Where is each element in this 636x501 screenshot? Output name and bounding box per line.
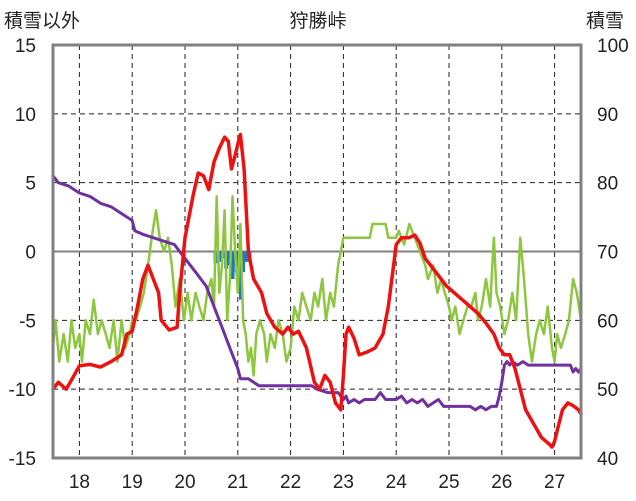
- y-right-tick-label: 90: [597, 105, 618, 126]
- x-tick-label: 22: [280, 472, 301, 493]
- x-tick-label: 24: [386, 472, 408, 493]
- y-right-tick-label: 40: [597, 449, 618, 470]
- precipitation-bar: [222, 251, 227, 259]
- x-tick-label: 19: [122, 472, 143, 493]
- x-tick-label: 27: [544, 472, 565, 493]
- y-left-tick-label: -5: [19, 311, 36, 332]
- tick-labels: 18 19 20 21 22 23 24 25 26 27151050-5-10-15100908…: [9, 36, 629, 493]
- plot-frame: [51, 43, 583, 460]
- x-tick-label: 25: [438, 472, 459, 493]
- y-left-tick-label: 15: [15, 36, 36, 57]
- chart-title: 狩勝峠: [289, 10, 346, 32]
- x-tick-label: 21: [227, 472, 248, 493]
- y-left-tick-label: -10: [9, 380, 36, 401]
- snow_depth-line: [51, 174, 583, 412]
- precipitation-bar: [218, 251, 223, 262]
- y-left-tick-label: 0: [25, 243, 36, 264]
- y-left-tick-label: 10: [15, 105, 36, 126]
- y-right-tick-label: 100: [597, 36, 629, 57]
- x-tick-label: 18: [69, 472, 90, 493]
- precipitation-bar: [243, 251, 248, 262]
- precipitation-bar: [230, 251, 235, 280]
- precipitation-bar: [241, 251, 246, 273]
- x-tick-label: 23: [333, 472, 354, 493]
- precipitation-bar: [245, 251, 250, 262]
- x-tick-label: 26: [491, 472, 512, 493]
- y-right-tick-label: 70: [597, 243, 618, 264]
- y-left-tick-label: 5: [25, 174, 36, 195]
- ylabel-left: 積雪以外: [4, 10, 80, 32]
- road_temperature-line: [51, 195, 583, 377]
- x-tick-label: 20: [174, 472, 195, 493]
- precipitation-bar: [226, 251, 231, 266]
- series-lines: [51, 132, 583, 449]
- temperature-line: [51, 132, 583, 449]
- y-right-tick-label: 60: [597, 311, 618, 332]
- ylabel-right: 積雪: [586, 10, 624, 32]
- y-right-tick-label: 50: [597, 380, 618, 401]
- y-right-tick-label: 80: [597, 174, 618, 195]
- y-left-tick-label: -15: [9, 449, 36, 470]
